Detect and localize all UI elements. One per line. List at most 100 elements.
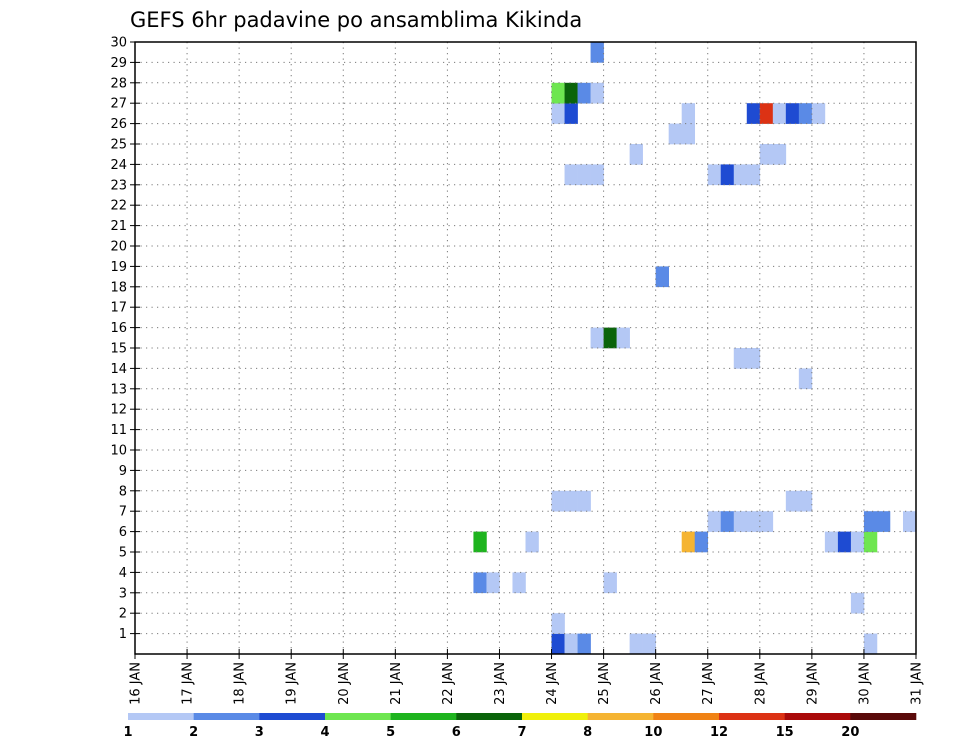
precip-cell [863, 531, 878, 553]
colorbar-swatch [850, 713, 917, 720]
colorbar-swatch [193, 713, 260, 720]
colorbar-label: 1 [123, 725, 132, 740]
y-tick-label: 23 [110, 178, 127, 193]
precip-cell [902, 511, 917, 532]
precip-cell [668, 123, 682, 145]
precip-cell [629, 633, 643, 655]
colorbar-swatch [456, 713, 523, 720]
x-tick-label: 17 JAN [181, 662, 196, 705]
precip-cell [590, 164, 604, 186]
y-tick-label: 26 [110, 117, 127, 132]
precip-cell [655, 266, 669, 288]
precip-cell [590, 82, 604, 104]
precip-cell [525, 531, 539, 553]
precip-cell [551, 613, 565, 634]
colorbar-label: 7 [517, 725, 526, 740]
precip-cell [746, 348, 761, 369]
y-tick-label: 10 [110, 444, 127, 459]
x-tick-label: 23 JAN [493, 662, 508, 705]
precip-cell [577, 82, 591, 104]
y-tick-label: 18 [110, 280, 127, 295]
y-tick-label: 2 [119, 607, 127, 622]
precip-cell [798, 103, 813, 124]
colorbar-label: 5 [386, 725, 395, 740]
y-tick-label: 19 [110, 260, 127, 275]
colorbar-swatch [784, 713, 851, 720]
y-tick-label: 1 [119, 627, 127, 642]
y-tick-label: 8 [119, 484, 127, 499]
x-tick-label: 16 JAN [129, 662, 144, 705]
x-tick-label: 26 JAN [649, 662, 664, 705]
colorbar-swatch [259, 713, 326, 720]
precip-cell [811, 103, 826, 124]
colorbar-swatch [719, 713, 785, 720]
precip-cell [564, 82, 578, 104]
precip-cell [850, 592, 865, 614]
precip-cell [863, 633, 878, 655]
x-tick-label: 21 JAN [389, 662, 404, 705]
x-tick-label: 25 JAN [597, 662, 612, 705]
colorbar-swatch [390, 713, 457, 720]
precip-cell [681, 123, 696, 145]
y-tick-label: 7 [119, 505, 127, 520]
grid-lines [135, 42, 916, 654]
colorbar-label: 2 [189, 725, 198, 740]
precip-cell [746, 511, 761, 532]
y-tick-label: 22 [110, 199, 127, 214]
y-tick-label: 9 [119, 464, 127, 479]
precip-cell [603, 572, 617, 594]
precip-cell [720, 511, 735, 532]
precip-cell [837, 531, 852, 553]
precip-cell [629, 144, 643, 165]
precip-cell [577, 633, 591, 655]
colorbar: 1 2 3 4 5 6 7 8 10 12 15 20 [123, 713, 917, 740]
precip-cell [798, 490, 813, 512]
precip-cell [785, 103, 800, 124]
precip-cell [681, 531, 696, 553]
y-tick-label: 17 [110, 301, 127, 316]
data-cells [473, 42, 917, 655]
colorbar-swatch [522, 713, 588, 720]
colorbar-label: 10 [644, 725, 662, 740]
x-tick-label: 30 JAN [857, 662, 872, 705]
y-tick-label: 30 [110, 36, 127, 51]
precip-cell [590, 42, 604, 63]
y-tick-label: 11 [110, 423, 127, 438]
colorbar-label: 3 [255, 725, 264, 740]
y-tick-label: 4 [119, 566, 127, 581]
y-tick-label: 25 [110, 138, 127, 153]
precip-cell [798, 368, 813, 390]
precip-cell [772, 144, 787, 165]
precip-cell [707, 511, 722, 532]
precip-cell [577, 164, 591, 186]
precip-cell [850, 531, 865, 553]
precip-cell [694, 531, 709, 553]
precip-cell [564, 633, 578, 655]
x-tick-label: 24 JAN [545, 662, 560, 705]
precip-cell [681, 103, 696, 124]
precip-cell [551, 490, 565, 512]
precip-cell [759, 511, 774, 532]
y-tick-label: 29 [110, 56, 127, 71]
precip-cell [551, 103, 565, 124]
precip-cell [785, 490, 800, 512]
precip-cell [772, 103, 787, 124]
colorbar-swatch [128, 713, 194, 720]
y-tick-label: 24 [110, 158, 127, 173]
precip-cell [733, 348, 748, 369]
precip-cell [707, 164, 722, 186]
precip-cell [863, 511, 878, 532]
y-tick-label: 20 [110, 240, 127, 255]
precip-cell [551, 82, 565, 104]
y-tick-label: 12 [110, 403, 127, 418]
precip-cell [512, 572, 526, 594]
precip-cell [551, 633, 565, 655]
y-tick-label: 3 [119, 586, 127, 601]
precip-cell [759, 144, 774, 165]
precip-cell [746, 164, 761, 186]
y-tick-label: 15 [110, 342, 127, 357]
y-tick-label: 21 [110, 219, 127, 234]
precip-cell [564, 490, 578, 512]
x-tick-label: 27 JAN [701, 662, 716, 705]
